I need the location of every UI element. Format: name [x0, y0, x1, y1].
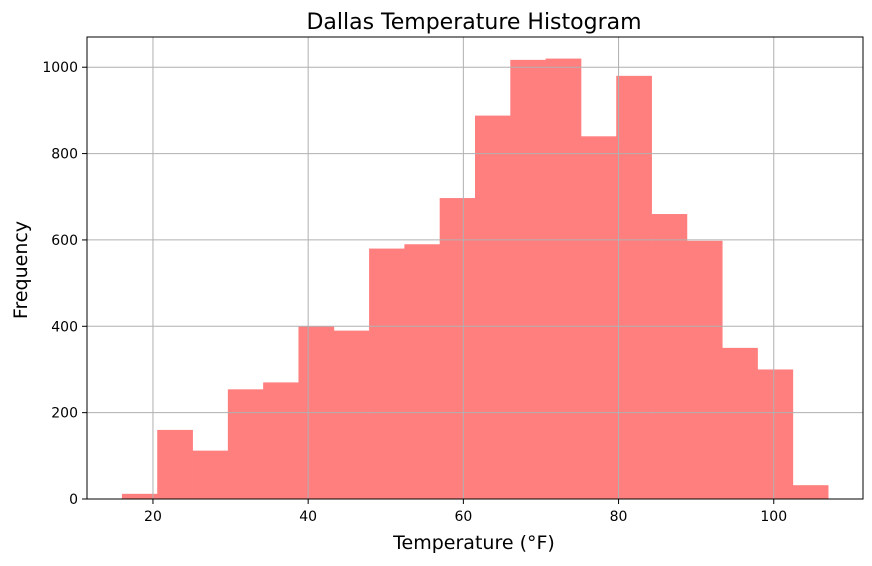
x-tick-label-4: 100: [760, 509, 787, 525]
histogram-bar-17: [722, 347, 758, 499]
y-tick-label-0: 0: [69, 492, 78, 508]
y-axis-label: Frequency: [10, 221, 32, 319]
histogram-bar-14: [616, 75, 652, 500]
y-tick-label-2: 400: [51, 319, 78, 335]
x-tick-label-3: 80: [610, 509, 628, 525]
histogram-bar-18: [757, 369, 794, 499]
histogram-bar-10: [475, 115, 511, 499]
x-tick-label-0: 20: [144, 509, 162, 525]
histogram-bar-9: [439, 198, 476, 499]
histogram-bar-4: [263, 382, 299, 499]
histogram-bar-3: [227, 389, 264, 499]
y-tick-label-4: 800: [51, 147, 78, 163]
histogram-bar-2: [192, 450, 229, 499]
y-tick-label-5: 1000: [42, 60, 78, 76]
histogram-bar-11: [510, 59, 547, 499]
histogram-bar-15: [651, 214, 688, 500]
grid: [87, 37, 863, 500]
x-tick-label-2: 60: [454, 509, 472, 525]
histogram-bar-6: [333, 330, 370, 499]
histogram-bar-1: [157, 429, 193, 499]
x-tick-label-1: 40: [299, 509, 317, 525]
histogram-bar-13: [580, 136, 617, 499]
chart-title: Dallas Temperature Histogram: [306, 10, 641, 35]
x-axis-label: Temperature (°F): [392, 532, 555, 554]
plot-frame: [86, 36, 864, 500]
bars: [121, 58, 829, 500]
histogram-bar-7: [369, 248, 405, 499]
histogram-bar-16: [686, 240, 723, 499]
y-tick-label-1: 200: [51, 406, 78, 422]
histogram-bar-0: [121, 493, 158, 499]
histogram-bar-19: [792, 485, 829, 499]
histogram-bar-12: [545, 58, 582, 500]
histogram-bar-8: [404, 244, 441, 499]
y-tick-label-3: 600: [51, 233, 78, 249]
